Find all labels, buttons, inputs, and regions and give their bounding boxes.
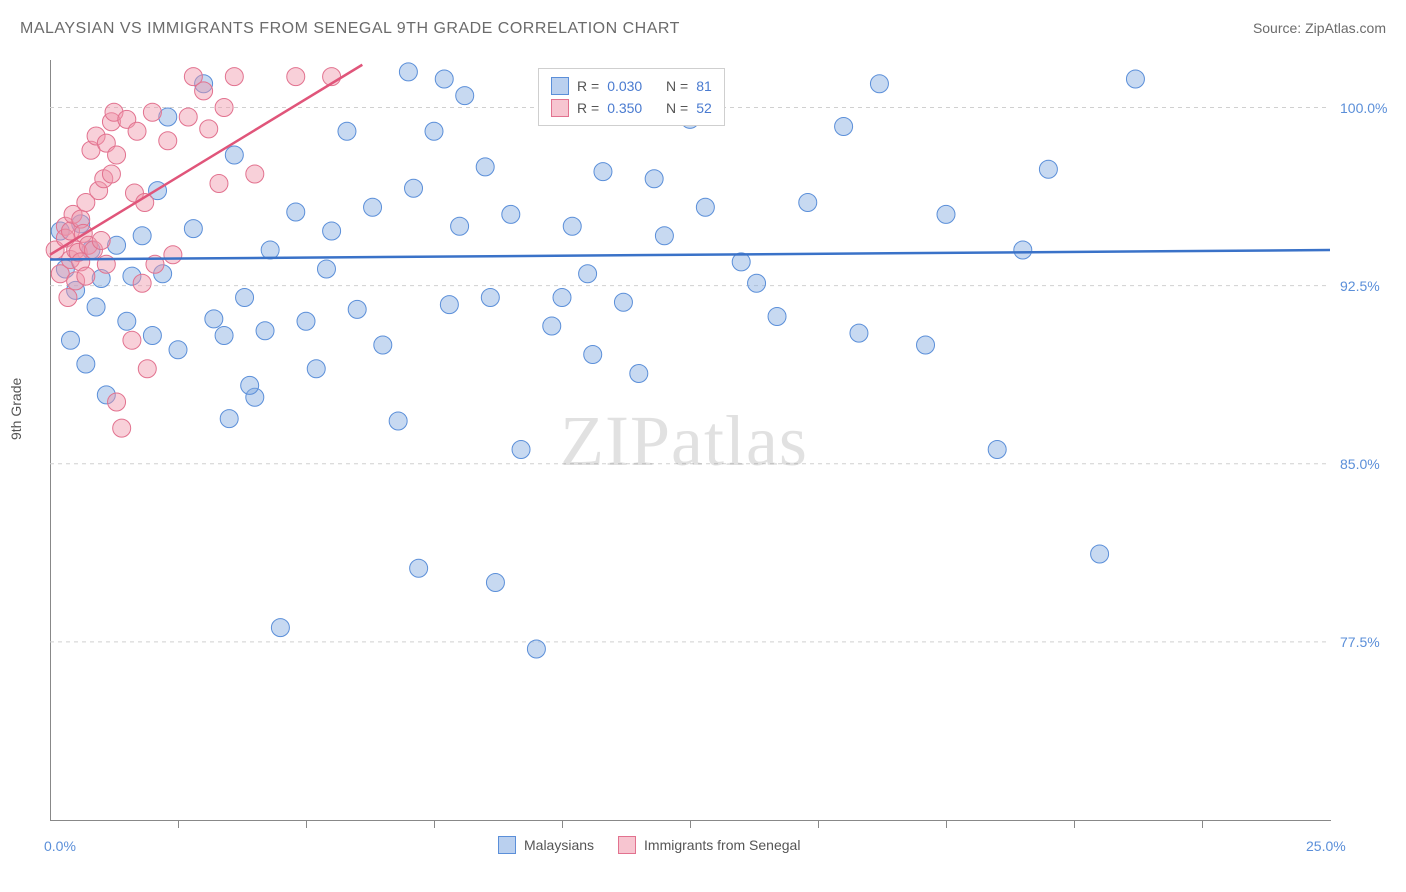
y-tick-label: 100.0% xyxy=(1340,100,1387,116)
x-tick-mark xyxy=(1074,820,1075,828)
chart-title: MALAYSIAN VS IMMIGRANTS FROM SENEGAL 9TH… xyxy=(20,20,680,38)
y-tick-label: 77.5% xyxy=(1340,634,1380,650)
n-value-blue: 81 xyxy=(696,75,712,97)
n-label-pink: N = xyxy=(666,97,688,119)
legend-label-malaysians: Malaysians xyxy=(524,837,594,853)
x-tick-mark xyxy=(562,820,563,828)
legend-item-senegal: Immigrants from Senegal xyxy=(618,836,800,854)
r-label-pink: R = xyxy=(577,97,599,119)
x-tick-mark xyxy=(818,820,819,828)
swatch-blue-icon xyxy=(551,77,569,95)
r-value-blue: 0.030 xyxy=(607,75,642,97)
source-attribution: Source: ZipAtlas.com xyxy=(1253,20,1386,36)
x-tick-mark xyxy=(306,820,307,828)
y-axis-label: 9th Grade xyxy=(8,378,24,440)
x-tick-label-min: 0.0% xyxy=(44,838,76,854)
legend-stats-row-pink: R = 0.350 N = 52 xyxy=(551,97,712,119)
x-tick-mark xyxy=(434,820,435,828)
y-tick-label: 92.5% xyxy=(1340,278,1380,294)
swatch-blue2-icon xyxy=(498,836,516,854)
y-tick-label: 85.0% xyxy=(1340,456,1380,472)
n-value-pink: 52 xyxy=(696,97,712,119)
r-label-blue: R = xyxy=(577,75,599,97)
x-tick-mark xyxy=(690,820,691,828)
legend-item-malaysians: Malaysians xyxy=(498,836,594,854)
chart-svg xyxy=(50,60,1330,820)
n-label-blue: N = xyxy=(666,75,688,97)
x-tick-mark xyxy=(178,820,179,828)
r-value-pink: 0.350 xyxy=(607,97,642,119)
legend-stats-row-blue: R = 0.030 N = 81 xyxy=(551,75,712,97)
swatch-pink2-icon xyxy=(618,836,636,854)
legend-stats: R = 0.030 N = 81 R = 0.350 N = 52 xyxy=(538,68,725,126)
legend-series: Malaysians Immigrants from Senegal xyxy=(498,836,800,854)
x-tick-label-max: 25.0% xyxy=(1306,838,1346,854)
x-tick-mark xyxy=(1202,820,1203,828)
legend-label-senegal: Immigrants from Senegal xyxy=(644,837,800,853)
swatch-pink-icon xyxy=(551,99,569,117)
x-tick-mark xyxy=(946,820,947,828)
